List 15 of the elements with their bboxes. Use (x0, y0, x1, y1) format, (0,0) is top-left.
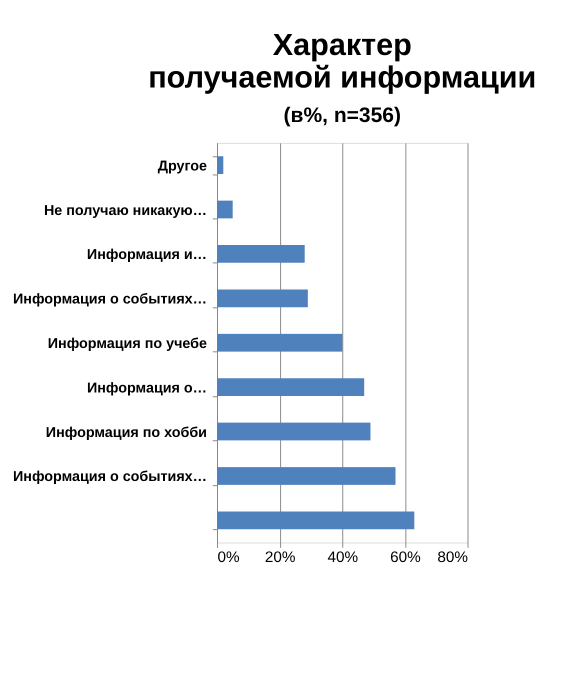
y-tick-label: Информация о событиях… (13, 469, 207, 486)
x-tick-label: 60% (390, 549, 422, 566)
y-tick-label: Информация о… (86, 380, 207, 396)
y-tick-label: Информация о событиях… (13, 292, 207, 308)
y-tick-label: Информация по учебе (48, 336, 208, 352)
x-tick-label: 40% (327, 549, 358, 566)
x-tick-label: 80% (437, 549, 468, 566)
y-tick-label: Информация по хобби (46, 424, 207, 441)
x-tick-label: 20% (264, 549, 296, 566)
y-tick-label: Не получаю никакую… (44, 202, 207, 219)
chart-subtitle: (в%, n=356) (284, 104, 402, 127)
y-tick-label: Информация и… (86, 247, 207, 264)
chart-title: Характер получаемой информации (148, 28, 536, 94)
y-tick-label: Другое (158, 158, 208, 174)
x-tick-label: 0% (218, 549, 240, 566)
